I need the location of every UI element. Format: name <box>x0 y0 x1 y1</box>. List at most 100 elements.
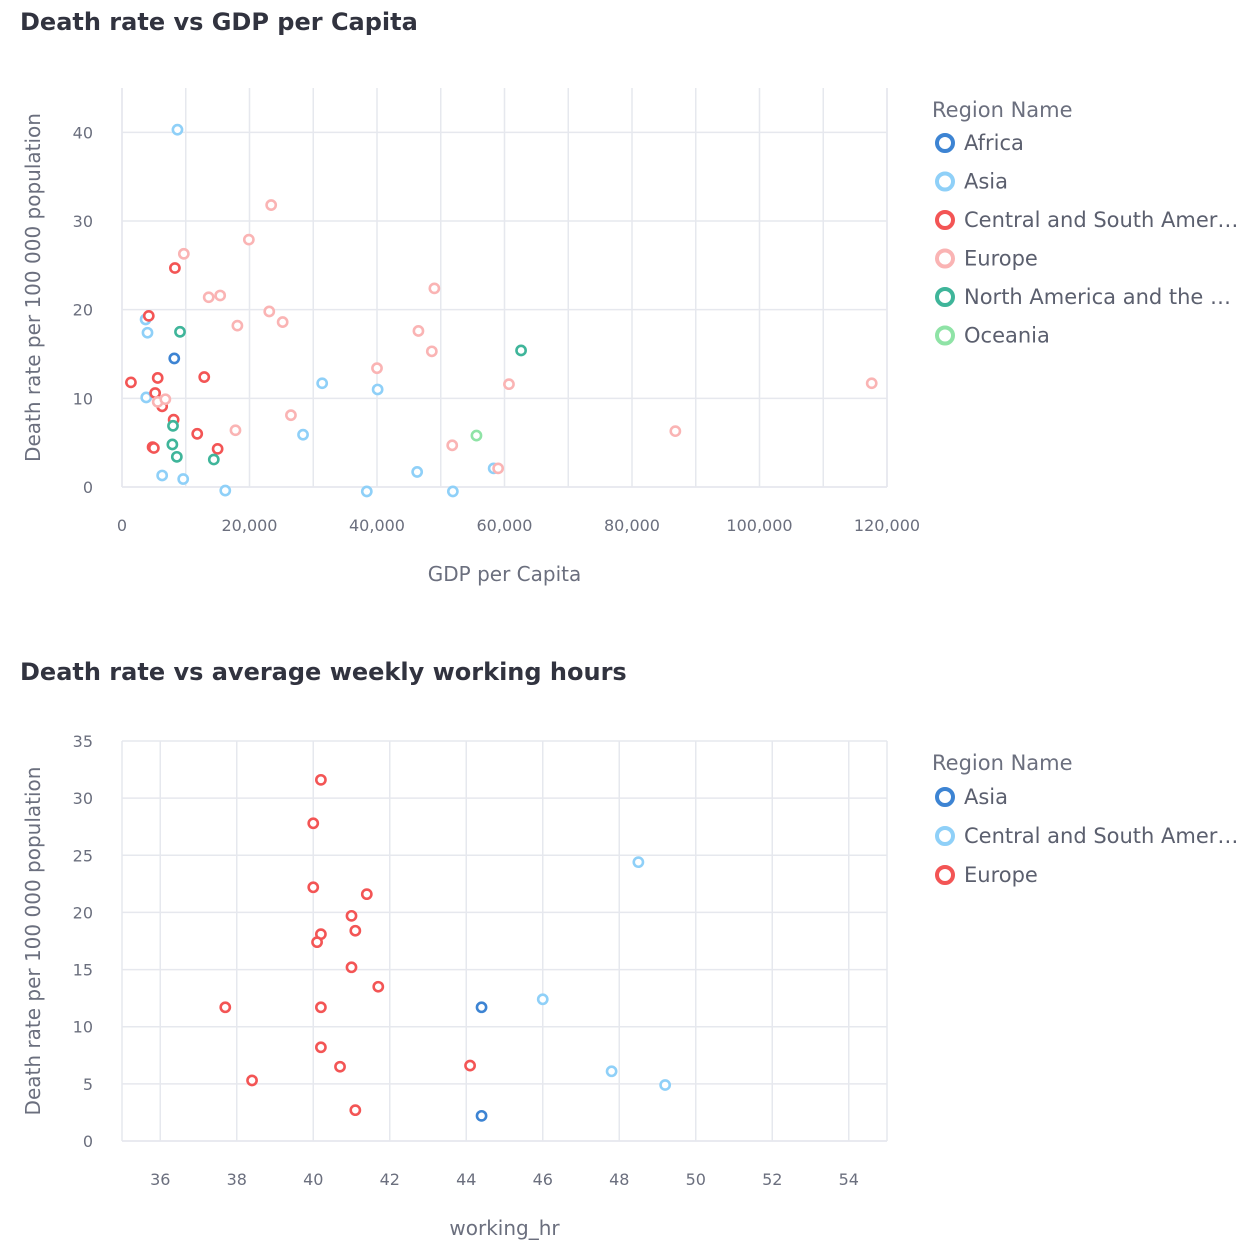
y-tick-label: 35 <box>73 732 93 751</box>
data-point[interactable] <box>503 378 515 391</box>
x-tick-label: 44 <box>456 1170 476 1189</box>
x-tick-label: 50 <box>686 1170 706 1189</box>
legend-item[interactable]: Asia <box>935 785 1008 809</box>
data-point[interactable] <box>219 484 232 497</box>
series-asia <box>139 123 500 498</box>
data-point[interactable] <box>316 377 329 390</box>
data-point[interactable] <box>360 888 373 901</box>
x-tick-label: 80,000 <box>604 516 660 535</box>
data-point[interactable] <box>349 924 362 937</box>
data-point[interactable] <box>171 123 184 136</box>
data-point[interactable] <box>265 199 278 211</box>
data-point[interactable] <box>177 247 190 260</box>
legend-item[interactable]: Europe <box>935 863 1038 887</box>
data-point[interactable] <box>142 309 155 322</box>
data-point[interactable] <box>141 326 154 339</box>
data-point[interactable] <box>307 817 320 830</box>
legend-item[interactable]: Africa <box>935 131 1024 155</box>
data-point[interactable] <box>360 485 373 498</box>
data-point[interactable] <box>211 442 224 455</box>
data-point[interactable] <box>475 1001 488 1014</box>
data-point[interactable] <box>202 291 215 304</box>
data-point[interactable] <box>334 1060 346 1073</box>
data-point[interactable] <box>314 1001 327 1014</box>
y-tick-label: 0 <box>83 478 93 497</box>
data-point[interactable] <box>229 424 242 437</box>
data-point[interactable] <box>167 419 179 432</box>
legend-swatch <box>935 287 955 307</box>
data-point[interactable] <box>345 909 358 922</box>
data-point[interactable] <box>166 438 179 451</box>
data-point[interactable] <box>372 980 385 993</box>
legend-item[interactable]: Central and South Amer… <box>935 208 1238 232</box>
data-point[interactable] <box>632 856 645 869</box>
legend-item[interactable]: Asia <box>935 170 1008 194</box>
data-point[interactable] <box>231 319 244 332</box>
data-point[interactable] <box>219 1001 232 1014</box>
data-point[interactable] <box>311 936 323 949</box>
data-point[interactable] <box>314 1041 327 1054</box>
data-point[interactable] <box>492 462 505 475</box>
data-point[interactable] <box>314 773 327 786</box>
data-point[interactable] <box>307 881 320 894</box>
data-point[interactable] <box>263 305 276 318</box>
legend-item[interactable]: North America and the … <box>935 285 1231 309</box>
data-point[interactable] <box>411 466 424 478</box>
data-point[interactable] <box>371 362 383 375</box>
data-point[interactable] <box>168 352 181 365</box>
data-point[interactable] <box>169 262 181 274</box>
data-point[interactable] <box>349 1104 362 1117</box>
x-tick-label: 52 <box>762 1170 782 1189</box>
data-point[interactable] <box>191 427 204 440</box>
data-point[interactable] <box>198 371 211 383</box>
data-point[interactable] <box>159 393 172 406</box>
series-central-and-south-america <box>536 856 672 1091</box>
x-tick-label: 40,000 <box>349 516 405 535</box>
data-point[interactable] <box>156 469 169 482</box>
legend-item[interactable]: Oceania <box>935 324 1050 348</box>
data-point[interactable] <box>151 372 164 384</box>
data-point[interactable] <box>242 233 255 246</box>
y-tick-label: 10 <box>73 389 93 408</box>
data-point[interactable] <box>345 961 358 974</box>
x-tick-label: 20,000 <box>222 516 278 535</box>
data-point[interactable] <box>446 439 459 452</box>
data-point[interactable] <box>470 429 483 442</box>
data-point[interactable] <box>297 428 309 441</box>
data-point[interactable] <box>659 1079 672 1091</box>
data-point[interactable] <box>276 316 289 328</box>
y-tick-label: 30 <box>73 789 93 808</box>
legend-label: Central and South Amer… <box>964 208 1238 232</box>
data-point[interactable] <box>446 485 459 498</box>
data-point[interactable] <box>214 289 227 302</box>
data-point[interactable] <box>207 453 220 466</box>
legend-swatch <box>935 787 955 807</box>
scatter-plot-gdp[interactable]: 0 20,000 40,000 60,000 80,000 100,000 120,000 0… <box>0 0 1258 620</box>
data-point[interactable] <box>174 325 186 338</box>
data-point[interactable] <box>425 345 438 358</box>
data-point[interactable] <box>412 325 425 337</box>
data-point[interactable] <box>464 1059 476 1072</box>
data-point[interactable] <box>371 383 384 396</box>
x-axis-title: working_hr <box>449 1216 560 1240</box>
data-point[interactable] <box>865 377 878 390</box>
data-point[interactable] <box>147 442 160 454</box>
data-point[interactable] <box>515 344 527 357</box>
legend-item[interactable]: Europe <box>935 247 1038 271</box>
data-point[interactable] <box>177 473 190 485</box>
data-point[interactable] <box>140 391 153 404</box>
data-point[interactable] <box>475 1109 488 1122</box>
series-north-america-and-the-caribbean <box>166 325 527 466</box>
x-tick-label: 40 <box>303 1170 323 1189</box>
chart-title-working-hours: Death rate vs average weekly working hou… <box>20 658 627 686</box>
data-point[interactable] <box>170 450 183 463</box>
data-point[interactable] <box>125 376 137 389</box>
data-point[interactable] <box>285 409 297 422</box>
legend-item[interactable]: Central and South Amer… <box>935 824 1238 848</box>
data-point[interactable] <box>605 1065 618 1078</box>
data-point[interactable] <box>669 425 682 438</box>
data-point[interactable] <box>428 282 441 295</box>
data-point[interactable] <box>246 1074 258 1087</box>
data-point[interactable] <box>536 993 549 1006</box>
